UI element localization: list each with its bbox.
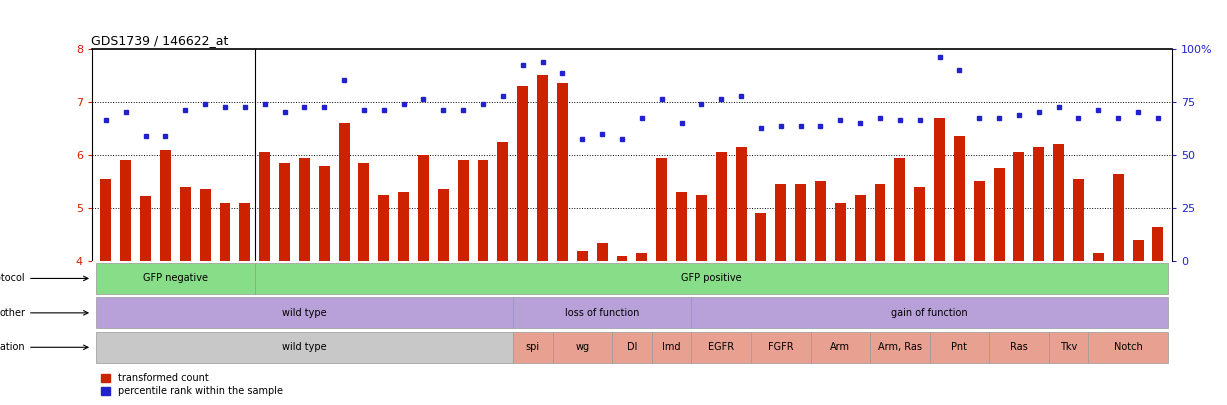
- Bar: [1093, 253, 1104, 261]
- Bar: [1074, 179, 1083, 261]
- Bar: [775, 184, 787, 261]
- Bar: [577, 251, 588, 261]
- Text: Dl: Dl: [627, 342, 637, 352]
- Text: protocol: protocol: [0, 273, 88, 283]
- Bar: [497, 142, 508, 261]
- Bar: [894, 158, 906, 261]
- Bar: [299, 158, 310, 261]
- Bar: [513, 297, 692, 328]
- Bar: [795, 184, 806, 261]
- Text: Notch: Notch: [1114, 342, 1142, 352]
- Bar: [736, 147, 746, 261]
- Bar: [120, 160, 131, 261]
- Bar: [751, 332, 811, 363]
- Bar: [279, 163, 290, 261]
- Bar: [477, 160, 488, 261]
- Bar: [637, 253, 648, 261]
- Bar: [974, 181, 985, 261]
- Text: GFP negative: GFP negative: [142, 273, 207, 283]
- Bar: [715, 152, 726, 261]
- Bar: [399, 192, 409, 261]
- Bar: [692, 332, 751, 363]
- Text: Tkv: Tkv: [1060, 342, 1077, 352]
- Bar: [160, 149, 171, 261]
- Bar: [1133, 240, 1144, 261]
- Bar: [930, 332, 989, 363]
- Bar: [1033, 147, 1044, 261]
- Bar: [200, 190, 211, 261]
- Bar: [1014, 152, 1025, 261]
- Bar: [513, 332, 552, 363]
- Bar: [612, 332, 652, 363]
- Bar: [255, 263, 1168, 294]
- Bar: [438, 190, 449, 261]
- Bar: [676, 192, 687, 261]
- Bar: [358, 163, 369, 261]
- Bar: [552, 332, 612, 363]
- Bar: [518, 86, 528, 261]
- Bar: [557, 83, 568, 261]
- Bar: [96, 263, 255, 294]
- Bar: [319, 166, 330, 261]
- Text: Arm: Arm: [831, 342, 850, 352]
- Bar: [1049, 332, 1088, 363]
- Legend: transformed count, percentile rank within the sample: transformed count, percentile rank withi…: [97, 369, 287, 400]
- Bar: [994, 168, 1005, 261]
- Bar: [616, 256, 627, 261]
- Bar: [875, 184, 886, 261]
- Text: wild type: wild type: [282, 342, 326, 352]
- Text: GFP positive: GFP positive: [681, 273, 741, 283]
- Bar: [696, 195, 707, 261]
- Bar: [1113, 173, 1124, 261]
- Text: Arm, Ras: Arm, Ras: [877, 342, 921, 352]
- Text: gain of function: gain of function: [891, 308, 968, 318]
- Bar: [870, 332, 930, 363]
- Text: EGFR: EGFR: [708, 342, 734, 352]
- Bar: [96, 332, 513, 363]
- Bar: [811, 332, 870, 363]
- Bar: [180, 187, 190, 261]
- Bar: [96, 297, 513, 328]
- Bar: [101, 179, 112, 261]
- Bar: [418, 155, 429, 261]
- Bar: [1088, 332, 1168, 363]
- Bar: [914, 187, 925, 261]
- Text: other: other: [0, 308, 88, 318]
- Text: Pnt: Pnt: [951, 342, 967, 352]
- Text: spi: spi: [525, 342, 540, 352]
- Text: FGFR: FGFR: [768, 342, 794, 352]
- Bar: [1152, 227, 1163, 261]
- Bar: [220, 203, 231, 261]
- Bar: [652, 332, 692, 363]
- Text: Ras: Ras: [1010, 342, 1028, 352]
- Bar: [834, 203, 845, 261]
- Bar: [1053, 144, 1064, 261]
- Bar: [953, 136, 964, 261]
- Bar: [815, 181, 826, 261]
- Text: genotype/variation: genotype/variation: [0, 342, 88, 352]
- Bar: [239, 203, 250, 261]
- Bar: [989, 332, 1049, 363]
- Bar: [378, 195, 389, 261]
- Text: loss of function: loss of function: [564, 308, 639, 318]
- Bar: [656, 158, 667, 261]
- Bar: [596, 243, 607, 261]
- Bar: [934, 118, 945, 261]
- Bar: [140, 196, 151, 261]
- Text: GDS1739 / 146622_at: GDS1739 / 146622_at: [91, 34, 228, 47]
- Bar: [259, 152, 270, 261]
- Text: wild type: wild type: [282, 308, 326, 318]
- Bar: [339, 123, 350, 261]
- Bar: [458, 160, 469, 261]
- Bar: [756, 213, 767, 261]
- Text: Imd: Imd: [663, 342, 681, 352]
- Text: wg: wg: [575, 342, 589, 352]
- Bar: [537, 75, 548, 261]
- Bar: [855, 195, 865, 261]
- Bar: [692, 297, 1168, 328]
